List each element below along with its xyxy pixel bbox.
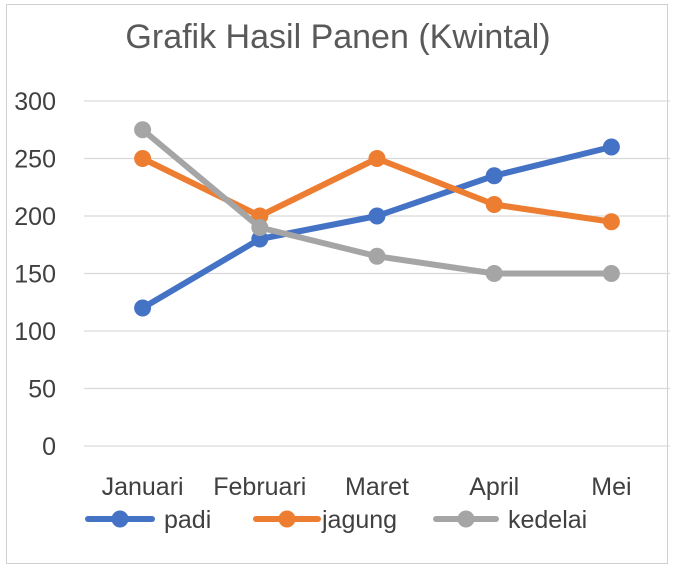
y-tick-label: 0 bbox=[42, 433, 56, 461]
series-line bbox=[139, 144, 615, 311]
x-tick-label: Mei bbox=[591, 473, 631, 501]
legend: padi jagung kedelai bbox=[85, 506, 587, 534]
legend-marker bbox=[111, 510, 129, 528]
series-group bbox=[134, 121, 620, 317]
x-tick-label: April bbox=[469, 473, 519, 501]
x-tick-label: Maret bbox=[345, 473, 409, 501]
data-point bbox=[485, 196, 503, 213]
x-axis-ticks: Januari Februari Maret April Mei bbox=[102, 473, 632, 501]
data-point bbox=[485, 167, 503, 185]
data-point bbox=[134, 299, 152, 317]
legend-marker bbox=[457, 510, 475, 528]
legend-label: padi bbox=[164, 506, 211, 534]
chart-title: Grafik Hasil Panen (Kwintal) bbox=[125, 18, 550, 56]
series-padi bbox=[134, 138, 620, 317]
legend-item-kedelai: kedelai bbox=[433, 506, 587, 534]
y-tick-label: 150 bbox=[14, 261, 56, 289]
data-point bbox=[485, 265, 503, 282]
y-axis-ticks: 0 50 100 150 200 250 300 bbox=[14, 88, 56, 461]
y-tick-label: 250 bbox=[14, 146, 56, 174]
x-tick-label: Februari bbox=[213, 473, 306, 501]
data-point bbox=[368, 207, 386, 225]
y-tick-label: 200 bbox=[14, 203, 56, 231]
data-point bbox=[368, 247, 386, 265]
data-point bbox=[251, 219, 269, 236]
legend-label: jagung bbox=[321, 506, 397, 534]
series-kedelai bbox=[134, 121, 620, 282]
legend-item-padi: padi bbox=[85, 506, 211, 534]
legend-label: kedelai bbox=[508, 506, 587, 534]
data-point bbox=[134, 121, 152, 139]
data-point bbox=[602, 138, 620, 156]
data-point bbox=[134, 150, 152, 167]
legend-item-jagung: jagung bbox=[253, 506, 397, 534]
data-point bbox=[602, 213, 620, 231]
data-point bbox=[368, 150, 386, 167]
chart-frame bbox=[6, 4, 668, 564]
y-tick-label: 300 bbox=[14, 88, 56, 116]
x-tick-label: Januari bbox=[102, 473, 184, 501]
legend-marker bbox=[278, 510, 296, 528]
data-point bbox=[602, 265, 620, 282]
y-tick-label: 50 bbox=[28, 376, 56, 404]
y-tick-label: 100 bbox=[14, 318, 56, 346]
